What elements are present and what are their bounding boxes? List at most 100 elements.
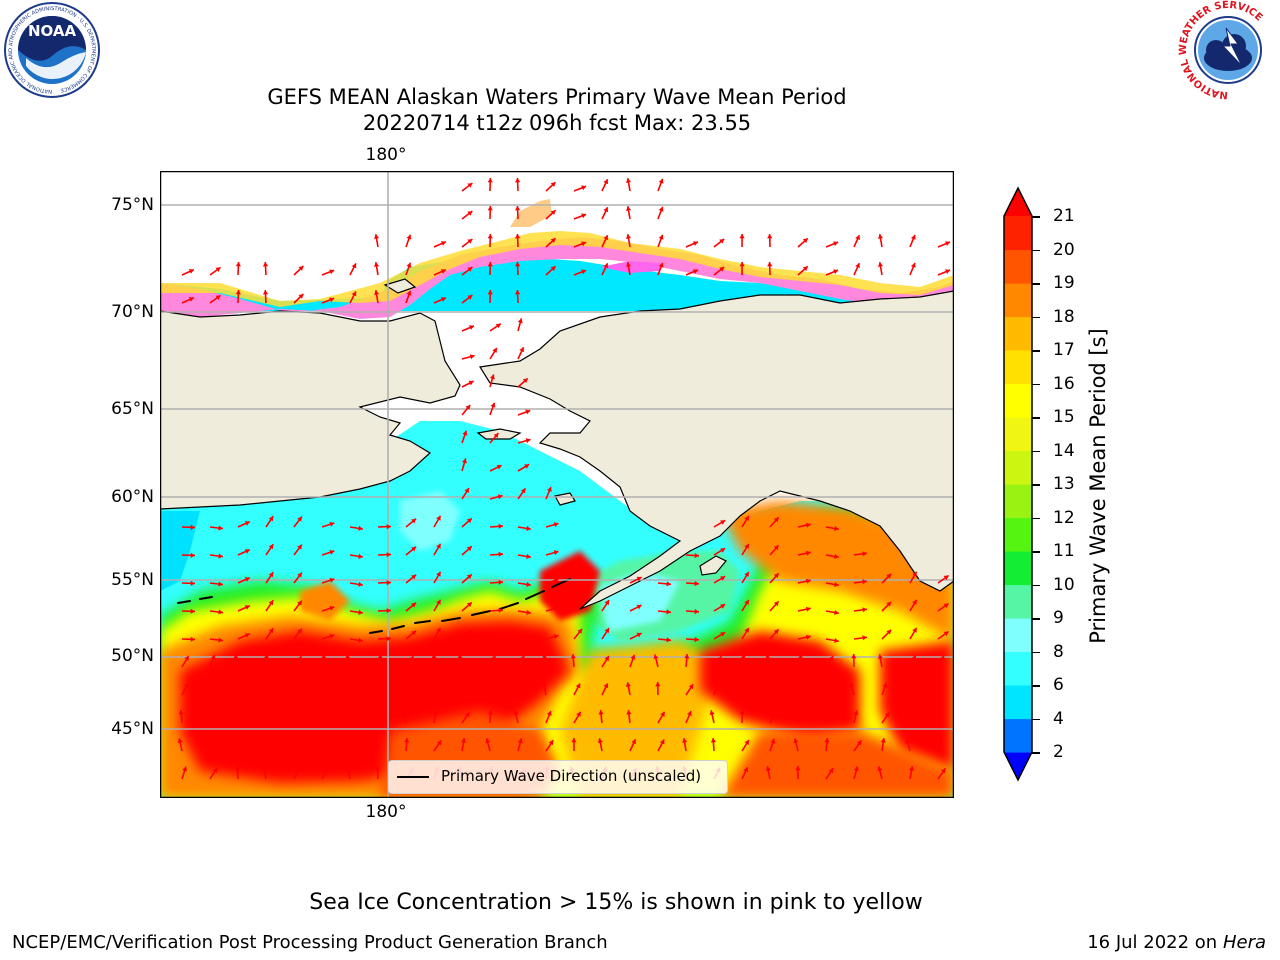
wave-arrow-head bbox=[406, 234, 412, 240]
wave-arrow-head bbox=[908, 766, 915, 771]
wave-arrow-head bbox=[550, 238, 556, 244]
wave-arrow-head bbox=[329, 605, 335, 611]
wave-arrow-head bbox=[626, 710, 632, 715]
wave-arrow-head bbox=[882, 682, 888, 688]
wave-arrow-head bbox=[489, 374, 495, 380]
wave-arrow-head bbox=[821, 710, 827, 716]
wave-arrow-head bbox=[487, 290, 493, 295]
wave-arrow-head bbox=[767, 262, 773, 267]
wave-arrow-head bbox=[694, 552, 699, 559]
wave-arrow-head bbox=[713, 682, 719, 688]
wave-arrow-head bbox=[692, 241, 698, 246]
wave-arrow-head bbox=[603, 683, 609, 689]
wave-arrow-head bbox=[487, 206, 493, 211]
wave-arrow-head bbox=[466, 518, 472, 524]
colorbar-tick-mark bbox=[1032, 216, 1040, 218]
wave-arrow-head bbox=[940, 768, 946, 774]
wave-arrow-head bbox=[719, 266, 725, 272]
wave-arrow-head bbox=[834, 609, 839, 616]
wave-arrow-head bbox=[244, 605, 250, 610]
wave-arrow-head bbox=[515, 178, 521, 183]
wave-arrow-head bbox=[625, 234, 632, 239]
wave-arrow-head bbox=[380, 684, 386, 690]
wave-arrow-head bbox=[178, 710, 184, 715]
colorbar-band bbox=[1004, 283, 1032, 318]
wave-arrow-head bbox=[577, 628, 583, 634]
wave-arrow-head bbox=[631, 739, 637, 745]
wave-arrow-head bbox=[319, 710, 325, 715]
wave-arrow-head bbox=[625, 262, 632, 267]
colorbar-extend-min bbox=[1004, 752, 1032, 780]
wave-arrow-head bbox=[884, 712, 890, 718]
wave-arrow-head bbox=[694, 580, 699, 587]
wave-arrow-head bbox=[498, 635, 503, 641]
wave-arrow-head bbox=[666, 581, 671, 587]
wave-arrow-head bbox=[329, 577, 335, 583]
wave-arrow-head bbox=[457, 654, 463, 659]
map-border bbox=[160, 171, 954, 798]
wave-arrow-head bbox=[496, 464, 502, 470]
wave-arrow-head bbox=[880, 738, 886, 743]
wave-arrow-head bbox=[261, 766, 267, 771]
colorbar-tick-mark bbox=[1032, 417, 1040, 419]
wave-arrow-head bbox=[182, 766, 188, 772]
wave-arrow-head bbox=[737, 682, 743, 688]
colorbar-band bbox=[1004, 718, 1032, 753]
wave-arrow-head bbox=[739, 262, 745, 267]
wave-arrow-head bbox=[190, 580, 195, 586]
wave-arrow-head bbox=[933, 710, 939, 716]
wave-arrow-head bbox=[716, 656, 722, 662]
wave-arrow-head bbox=[943, 575, 949, 581]
wave-arrow-head bbox=[694, 608, 699, 615]
wave-arrow-head bbox=[526, 637, 531, 643]
wave-arrow-head bbox=[487, 178, 493, 183]
colorbar-tick-label: 8 bbox=[1053, 641, 1064, 662]
wave-arrow-head bbox=[548, 740, 554, 746]
wave-arrow-head bbox=[856, 740, 862, 746]
wave-arrow-head bbox=[268, 628, 274, 634]
lat-tick-label: 55°N bbox=[111, 570, 154, 590]
wave-arrow-head bbox=[797, 710, 803, 716]
colorbar-band bbox=[1004, 618, 1032, 653]
wave-arrow-head bbox=[190, 552, 195, 558]
nws-logo: NATIONAL WEATHER SERVICE bbox=[1178, 0, 1264, 100]
wave-arrow-head bbox=[581, 241, 587, 247]
wave-arrow-head bbox=[298, 294, 304, 299]
wave-arrow-head bbox=[297, 600, 302, 606]
wave-arrow-head bbox=[912, 571, 917, 577]
wave-arrow-head bbox=[720, 604, 726, 609]
colorbar-tick-mark bbox=[1032, 685, 1040, 687]
wave-arrow-head bbox=[268, 684, 274, 690]
wave-arrow-head bbox=[386, 552, 391, 558]
wave-arrow-head bbox=[744, 627, 749, 633]
wave-arrow-head bbox=[912, 599, 917, 605]
land-siberia bbox=[160, 310, 461, 510]
wave-arrow-head bbox=[406, 290, 412, 296]
wave-arrow-head bbox=[934, 682, 940, 687]
wave-arrow-head bbox=[945, 269, 950, 275]
wave-arrow-head bbox=[297, 628, 302, 634]
wave-arrow-head bbox=[802, 238, 808, 244]
wave-arrow-head bbox=[720, 576, 726, 581]
wave-arrow-head bbox=[465, 404, 471, 410]
wave-arrow-head bbox=[297, 516, 302, 522]
wave-arrow-head bbox=[358, 581, 363, 587]
wave-arrow-head bbox=[773, 517, 779, 523]
legend-label: Primary Wave Direction (unscaled) bbox=[441, 767, 702, 785]
wave-arrow-head bbox=[806, 606, 811, 612]
wave-arrow-head bbox=[575, 683, 581, 689]
wave-arrow-head bbox=[765, 654, 771, 660]
wave-arrow-head bbox=[550, 182, 556, 188]
wave-arrow-head bbox=[525, 438, 531, 444]
wave-arrow-head bbox=[513, 710, 519, 716]
wave-arrow-head bbox=[351, 263, 357, 269]
wave-arrow-head bbox=[244, 633, 250, 638]
colorbar-tick-label: 14 bbox=[1053, 440, 1075, 461]
wave-arrow-head bbox=[515, 290, 521, 295]
colorbar-tick-mark bbox=[1032, 283, 1040, 285]
wave-arrow-head bbox=[514, 682, 521, 687]
footer-date: 16 Jul 2022 on Hera bbox=[1087, 932, 1266, 953]
wave-arrow-head bbox=[297, 544, 302, 550]
wave-arrow-head bbox=[907, 710, 913, 715]
lon-tick-label-top: 180° bbox=[365, 145, 407, 165]
